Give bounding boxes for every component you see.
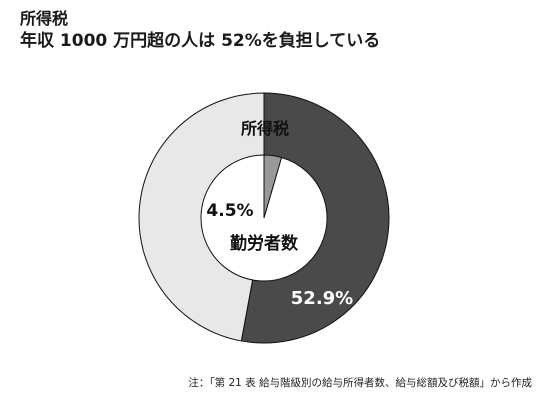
outer-slice-label: 52.9%: [291, 288, 353, 309]
chart-subtitle: 年収 1000 万円超の人は 52%を負担している: [20, 31, 381, 51]
chart-title: 所得税: [20, 9, 69, 28]
inner-ring: [200, 154, 328, 282]
source-note: 注：「第 21 表 給与階級別の給与所得者数、給与総額及び税額」から作成: [188, 377, 532, 389]
inner-series-label: 勤労者数: [230, 233, 299, 254]
outer-series-label: 所得税: [241, 119, 289, 138]
inner-slice-1: [200, 154, 328, 282]
title-block: 所得税 年収 1000 万円超の人は 52%を負担している: [20, 8, 380, 52]
inner-slice-label: 4.5%: [206, 201, 253, 221]
